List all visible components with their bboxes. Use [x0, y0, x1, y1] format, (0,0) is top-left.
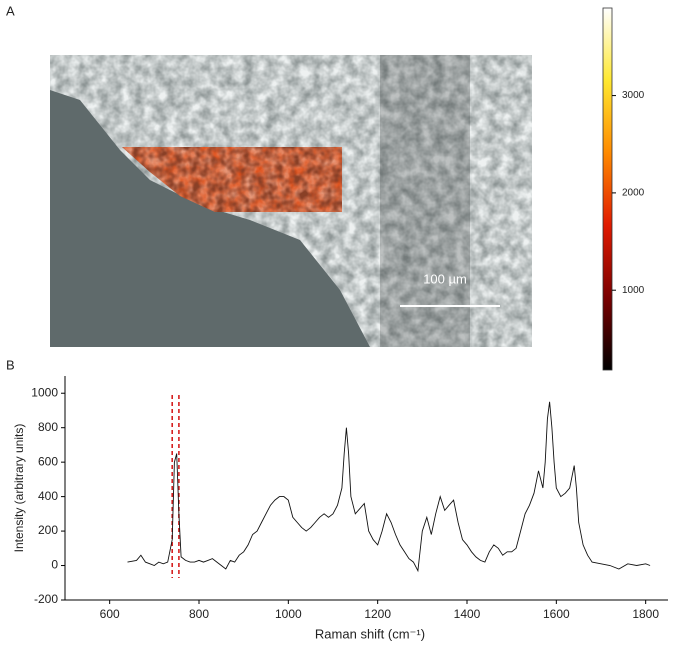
- y-tick-label: 200: [38, 523, 58, 537]
- colorbar-tick-label: 1000: [622, 285, 645, 296]
- colorbar-tick-label: 2000: [622, 188, 645, 199]
- spectrum-line: [127, 401, 651, 573]
- y-axis-label: Intensity (arbitrary units): [12, 424, 26, 553]
- y-tick-label: 0: [51, 558, 58, 572]
- x-axis-label: Raman shift (cm⁻¹): [315, 626, 425, 641]
- colorbar: [602, 7, 613, 371]
- x-tick-label: 1600: [543, 607, 570, 621]
- y-tick-label: -200: [34, 592, 58, 606]
- y-tick-label: 1000: [31, 385, 58, 399]
- x-tick-label: 600: [100, 607, 120, 621]
- colorbar-tick-label: 3000: [622, 90, 645, 101]
- x-tick-label: 1200: [364, 607, 391, 621]
- x-tick-label: 800: [189, 607, 209, 621]
- y-tick-label: 400: [38, 489, 58, 503]
- panel-label: A: [6, 3, 15, 18]
- x-tick-label: 1400: [454, 607, 481, 621]
- x-tick-label: 1000: [275, 607, 302, 621]
- panel-label: B: [6, 357, 15, 372]
- y-tick-label: 800: [38, 420, 58, 434]
- x-tick-label: 1800: [632, 607, 659, 621]
- scale-bar-label: 100 µm: [423, 271, 467, 286]
- y-tick-label: 600: [38, 454, 58, 468]
- micrograph: 100 µm: [50, 55, 532, 347]
